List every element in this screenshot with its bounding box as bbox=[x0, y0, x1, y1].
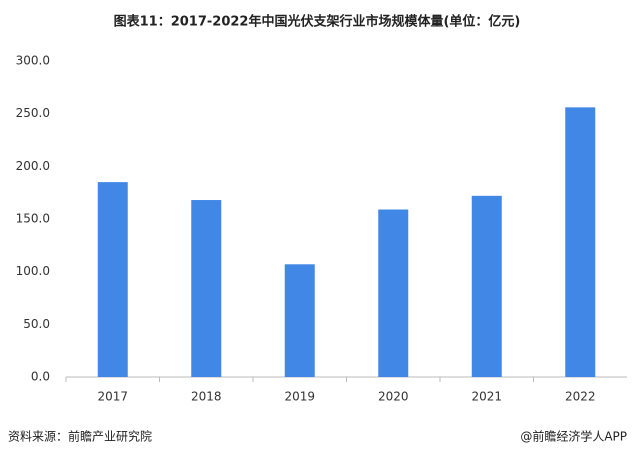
x-tick-label: 2020 bbox=[378, 390, 409, 404]
brand-note: @前瞻经济学人APP bbox=[520, 429, 627, 444]
x-tick-label: 2017 bbox=[97, 390, 128, 404]
x-tick-label: 2018 bbox=[191, 390, 222, 404]
x-tick-label: 2022 bbox=[565, 390, 596, 404]
bar bbox=[471, 195, 502, 377]
x-tick-label: 2021 bbox=[471, 390, 502, 404]
y-tick-label: 100.0 bbox=[16, 264, 50, 278]
y-tick-label: 200.0 bbox=[16, 159, 50, 173]
bar bbox=[191, 200, 222, 377]
y-tick-label: 50.0 bbox=[23, 317, 50, 331]
bar bbox=[378, 209, 409, 377]
y-tick-label: 250.0 bbox=[16, 106, 50, 120]
y-tick-label: 300.0 bbox=[16, 54, 50, 68]
y-tick-label: 150.0 bbox=[16, 212, 50, 226]
bar bbox=[97, 182, 128, 377]
bar bbox=[565, 107, 596, 377]
bar bbox=[284, 264, 315, 377]
x-tick-label: 2019 bbox=[284, 390, 315, 404]
y-tick-label: 0.0 bbox=[31, 370, 50, 384]
chart-title: 图表11：2017-2022年中国光伏支架行业市场规模体量(单位：亿元) bbox=[114, 14, 521, 30]
source-note: 资料来源：前瞻产业研究院 bbox=[8, 429, 152, 444]
